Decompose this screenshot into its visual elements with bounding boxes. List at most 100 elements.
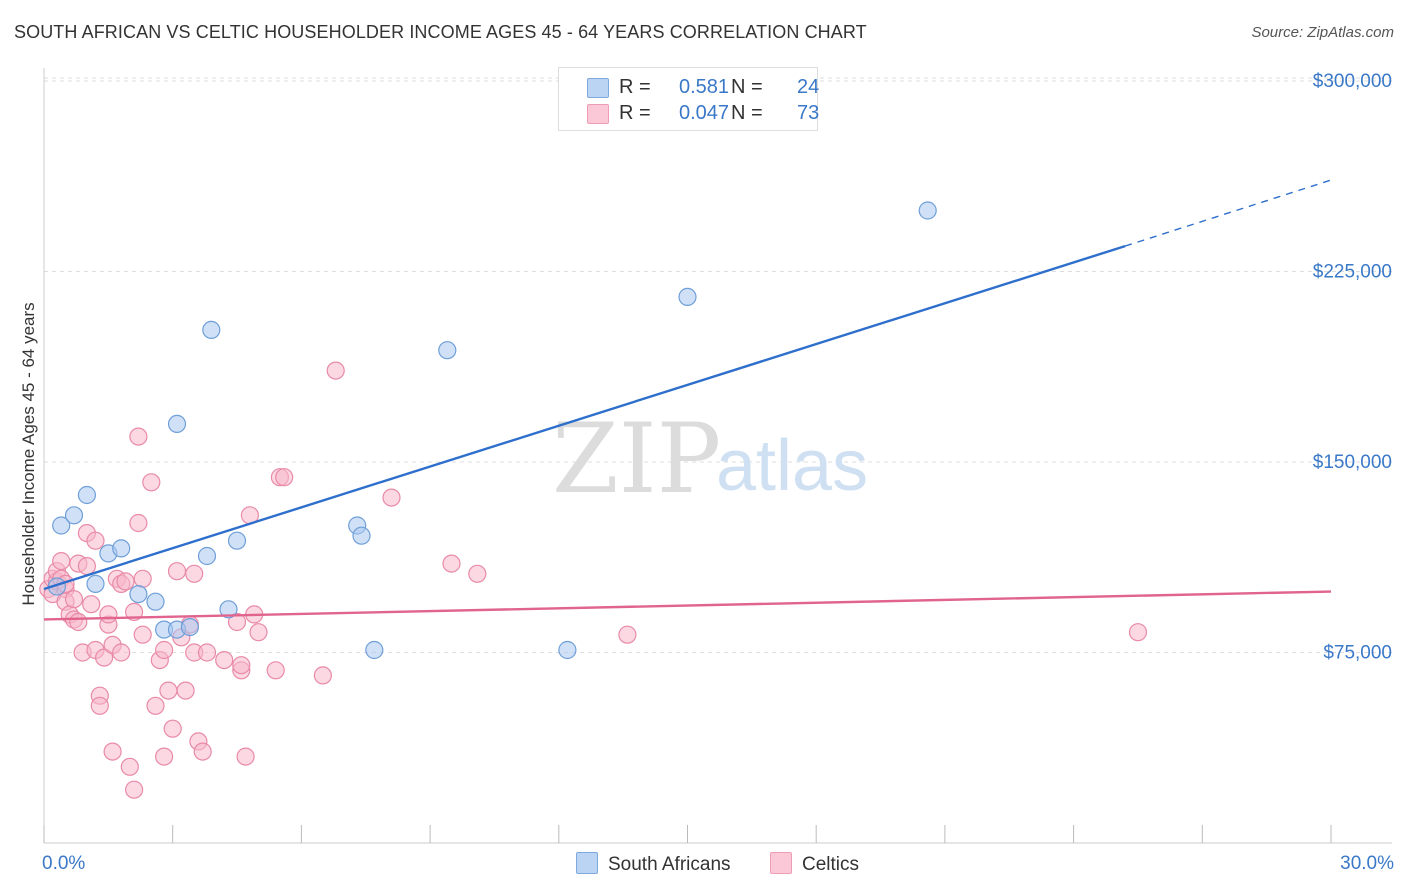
point-south-african bbox=[352, 526, 371, 545]
point-celtic bbox=[52, 551, 71, 571]
point-south-african bbox=[77, 485, 97, 505]
trend-lines bbox=[43, 179, 1332, 621]
point-celtic bbox=[167, 562, 187, 581]
point-celtic bbox=[112, 643, 131, 662]
bottom-legend-south-africans: South Africans bbox=[576, 852, 731, 876]
x-tick-label-min: 0.0% bbox=[42, 853, 85, 874]
bottom-legend-swatch-celtics bbox=[770, 852, 792, 874]
watermark: ZIP atlas bbox=[552, 403, 868, 515]
point-south-african bbox=[112, 539, 131, 558]
point-south-african bbox=[52, 516, 71, 535]
point-celtic bbox=[133, 625, 152, 644]
point-south-african bbox=[167, 414, 187, 433]
point-celtic bbox=[129, 427, 148, 446]
point-celtic bbox=[266, 661, 285, 680]
y-tick-label: $300,000 bbox=[1313, 71, 1392, 92]
point-celtic bbox=[468, 564, 487, 583]
legend-n-label: N = bbox=[731, 102, 763, 124]
x-tick-label-max: 30.0% bbox=[1340, 853, 1394, 874]
point-celtic bbox=[382, 488, 401, 507]
point-celtic bbox=[313, 666, 332, 685]
legend: R = 0.581 N = 24 R = 0.047 N = 73 bbox=[558, 67, 820, 131]
bottom-legend-label-south-africans: South Africans bbox=[608, 854, 731, 875]
point-celtic bbox=[249, 623, 268, 642]
y-tick-label: $225,000 bbox=[1313, 262, 1392, 283]
point-celtic bbox=[618, 625, 637, 644]
point-south-african bbox=[129, 584, 148, 604]
point-celtic bbox=[176, 681, 195, 700]
point-celtic bbox=[232, 656, 251, 675]
point-celtic bbox=[64, 590, 84, 609]
point-celtic bbox=[227, 612, 247, 632]
legend-r-label: R = bbox=[619, 76, 651, 98]
y-tick-label: $75,000 bbox=[1323, 643, 1392, 664]
bottom-legend-label-celtics: Celtics bbox=[802, 854, 860, 875]
point-celtic bbox=[275, 468, 294, 487]
bottom-legend-swatch-south-africans bbox=[576, 852, 598, 874]
point-celtic bbox=[1128, 623, 1148, 642]
point-south-african bbox=[438, 341, 457, 360]
trend-line-celtics bbox=[43, 590, 1332, 621]
legend-n-value: 24 bbox=[797, 76, 820, 98]
point-south-african bbox=[558, 640, 577, 660]
data-points bbox=[39, 201, 1148, 799]
point-celtic bbox=[82, 595, 101, 614]
tick-labels: $75,000 $150,000 $225,000 $300,000 0.0% 30.0% bbox=[42, 71, 1394, 874]
point-celtic bbox=[142, 473, 161, 492]
point-celtic bbox=[163, 719, 182, 738]
point-celtic bbox=[103, 742, 122, 761]
point-celtic bbox=[146, 696, 165, 715]
point-south-african bbox=[180, 617, 199, 637]
point-celtic bbox=[99, 605, 118, 624]
point-celtic bbox=[90, 696, 109, 715]
legend-n-value: 73 bbox=[797, 102, 820, 124]
point-celtic bbox=[197, 643, 217, 662]
legend-swatch-celtics bbox=[587, 104, 609, 124]
point-south-african bbox=[86, 574, 105, 594]
point-south-african bbox=[64, 506, 84, 525]
y-tick-label: $150,000 bbox=[1313, 452, 1392, 473]
point-celtic bbox=[125, 602, 144, 622]
bottom-legend-celtics: Celtics bbox=[770, 852, 859, 876]
point-celtic bbox=[120, 757, 139, 776]
point-south-african bbox=[146, 592, 165, 611]
legend-swatch-south-africans bbox=[587, 78, 609, 98]
watermark-atlas: atlas bbox=[716, 426, 868, 506]
point-celtic bbox=[155, 747, 174, 766]
trend-line-south-africans-projection bbox=[1124, 179, 1332, 247]
point-south-african bbox=[227, 531, 247, 550]
y-axis-label: Householder Income Ages 45 - 64 years bbox=[19, 302, 38, 605]
trend-line-south-africans bbox=[43, 244, 1126, 591]
point-south-african bbox=[219, 600, 238, 619]
point-celtic bbox=[94, 648, 114, 667]
point-celtic bbox=[236, 747, 255, 766]
point-celtic bbox=[77, 556, 97, 576]
point-celtic bbox=[69, 612, 88, 632]
point-celtic bbox=[442, 554, 461, 573]
point-south-african bbox=[918, 201, 937, 220]
watermark-zip: ZIP bbox=[552, 403, 721, 515]
point-celtic bbox=[185, 564, 204, 583]
point-south-african bbox=[202, 320, 221, 339]
point-celtic bbox=[133, 569, 152, 588]
grid-lines bbox=[44, 77, 1392, 653]
legend-r-label: R = bbox=[619, 102, 651, 124]
point-celtic bbox=[86, 531, 105, 550]
point-celtic bbox=[129, 513, 148, 533]
point-celtic bbox=[125, 780, 144, 799]
point-celtic bbox=[155, 640, 174, 660]
point-celtic bbox=[215, 650, 234, 670]
point-celtic bbox=[116, 572, 135, 591]
point-south-african bbox=[678, 287, 697, 306]
chart-title: SOUTH AFRICAN VS CELTIC HOUSEHOLDER INCO… bbox=[14, 22, 867, 42]
legend-n-label: N = bbox=[731, 76, 763, 98]
point-south-african bbox=[365, 640, 384, 660]
legend-r-value: 0.581 bbox=[679, 76, 730, 98]
point-celtic bbox=[193, 742, 212, 761]
axes bbox=[43, 68, 1392, 844]
chart-source: Source: ZipAtlas.com bbox=[1251, 24, 1394, 41]
point-south-african bbox=[197, 546, 217, 566]
legend-r-value: 0.047 bbox=[679, 102, 730, 124]
point-celtic bbox=[159, 681, 178, 700]
